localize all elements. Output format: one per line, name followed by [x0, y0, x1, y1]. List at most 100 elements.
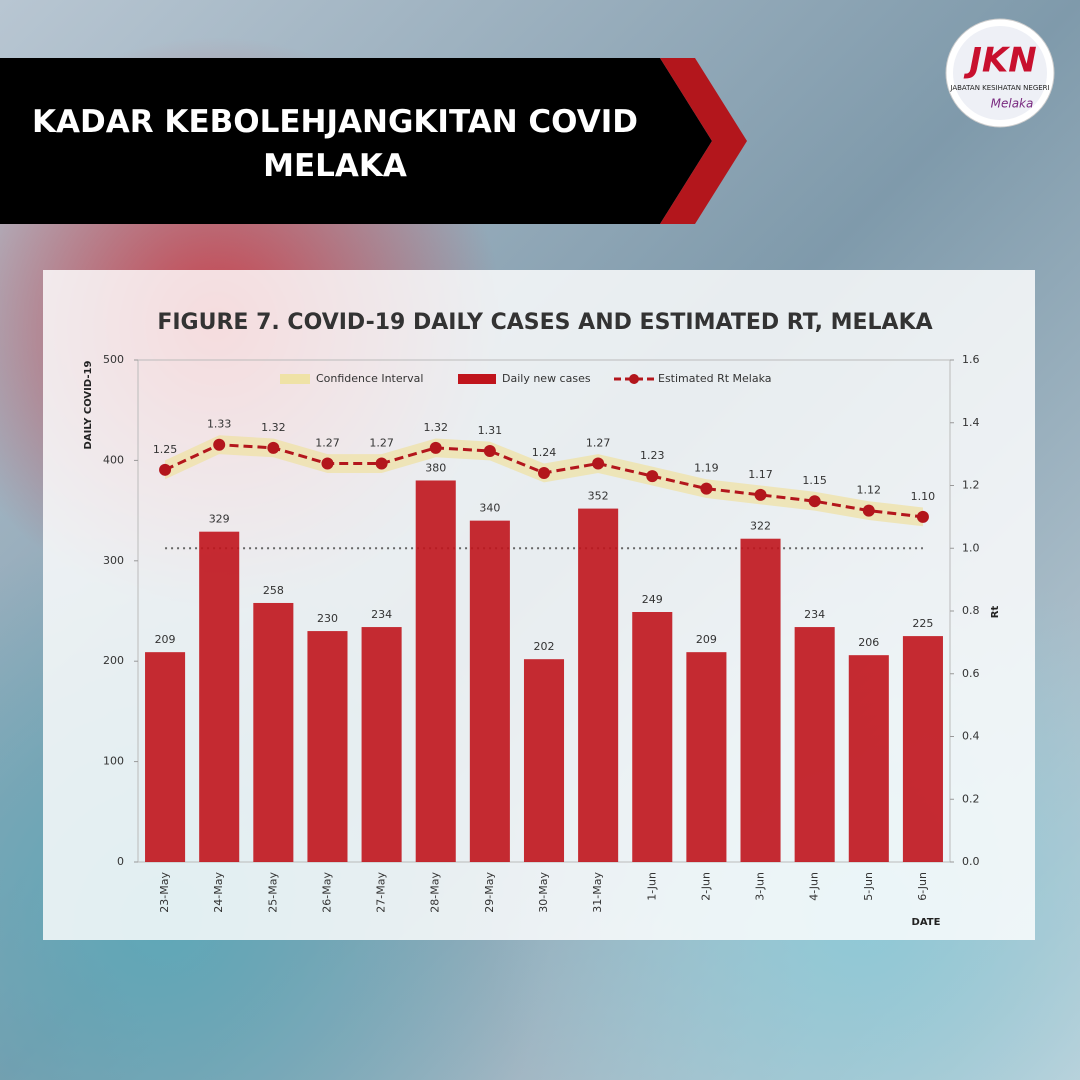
bar: [902, 636, 943, 862]
logo-mark: JKN: [963, 41, 1036, 81]
rt-point: [592, 457, 605, 470]
bar: [415, 480, 456, 862]
bar-value-label: 249: [642, 593, 663, 606]
bar: [632, 612, 673, 862]
chart-title: FIGURE 7. COVID-19 DAILY CASES AND ESTIM…: [157, 310, 932, 335]
rt-point: [538, 466, 550, 479]
confidence-band: [165, 435, 923, 527]
bar-value-label: 329: [209, 513, 230, 526]
legend-label: Daily new cases: [502, 372, 591, 385]
bar-value-label: 230: [317, 612, 338, 625]
rt-point: [159, 463, 172, 476]
rt-value-label: 1.23: [640, 449, 665, 462]
y-tick-label: 400: [103, 453, 124, 466]
header-bar: [0, 58, 712, 224]
legend-label: Estimated Rt Melaka: [658, 372, 772, 385]
x-tick-label: 25-May: [266, 872, 279, 913]
bar-value-label: 352: [588, 490, 609, 503]
rt-value-label: 1.32: [423, 421, 448, 434]
x-tick-label: 2-Jun: [699, 872, 712, 901]
y2-tick-label: 1.6: [962, 353, 980, 366]
x-tick-label: 23-May: [158, 872, 171, 913]
x-tick-label: 29-May: [483, 872, 496, 913]
y2-tick-label: 1.2: [962, 479, 980, 492]
x-axis-label: DATE: [912, 917, 941, 928]
bar: [848, 655, 889, 862]
y-axis-label: DAILY COVID-19: [83, 361, 94, 450]
rt-value-label: 1.19: [694, 462, 719, 475]
legend-swatch: [280, 374, 310, 384]
rt-value-label: 1.31: [478, 424, 503, 437]
rt-point: [916, 510, 929, 523]
bar-value-label: 206: [858, 636, 879, 649]
bar: [145, 652, 186, 862]
y2-tick-label: 1.0: [962, 541, 980, 554]
rt-value-label: 1.24: [532, 446, 557, 459]
y-tick-label: 0: [117, 855, 124, 868]
bar: [740, 538, 781, 862]
rt-value-label: 1.17: [748, 468, 773, 481]
x-tick-label: 26-May: [320, 872, 333, 913]
bar-value-label: 234: [804, 608, 825, 621]
bar: [578, 508, 619, 862]
rt-value-label: 1.15: [802, 474, 827, 487]
rt-value-label: 1.27: [315, 437, 340, 450]
logo-inner: [953, 26, 1047, 120]
y2-tick-label: 0.2: [962, 792, 980, 805]
rt-value-label: 1.10: [911, 490, 936, 503]
x-tick-label: 5-Jun: [862, 872, 875, 901]
y2-tick-label: 0.0: [962, 855, 980, 868]
bar-value-label: 258: [263, 584, 284, 597]
bar: [686, 652, 727, 862]
rt-value-label: 1.27: [586, 437, 611, 450]
rt-point: [321, 457, 334, 470]
rt-point: [375, 457, 388, 470]
bar-value-label: 209: [696, 633, 717, 646]
x-tick-label: 30-May: [537, 872, 550, 913]
y2-tick-label: 0.6: [962, 667, 980, 680]
y2-axis-label: Rt: [990, 606, 1001, 619]
y2-tick-label: 0.8: [962, 604, 980, 617]
bar-value-label: 209: [155, 633, 176, 646]
x-tick-label: 4-Jun: [808, 872, 821, 901]
rt-point: [267, 441, 280, 454]
rt-point: [213, 438, 226, 451]
rt-value-label: 1.25: [153, 443, 178, 456]
y-tick-label: 500: [103, 353, 124, 366]
bar-value-label: 322: [750, 520, 771, 533]
rt-point: [700, 482, 713, 495]
bar: [199, 531, 240, 862]
rt-point: [808, 495, 821, 508]
bar-value-label: 202: [534, 640, 555, 653]
rt-point: [862, 504, 875, 517]
legend-label: Confidence Interval: [316, 372, 423, 385]
x-tick-label: 27-May: [375, 872, 388, 913]
bar: [794, 627, 835, 862]
y2-tick-label: 1.4: [962, 416, 980, 429]
y-tick-label: 300: [103, 554, 124, 567]
y2-tick-label: 0.4: [962, 730, 980, 743]
bar: [253, 602, 294, 862]
y-tick-label: 100: [103, 755, 124, 768]
y-tick-label: 200: [103, 654, 124, 667]
header-title: KADAR KEBOLEHJANGKITAN COVID MELAKA: [32, 104, 638, 184]
bar: [469, 520, 510, 862]
rt-value-label: 1.12: [857, 484, 882, 497]
rt-value-label: 1.32: [261, 421, 286, 434]
bar-value-label: 380: [425, 461, 446, 474]
bar: [361, 627, 402, 862]
rt-point: [646, 470, 659, 483]
x-tick-label: 24-May: [212, 872, 225, 913]
legend-swatch: [458, 374, 496, 384]
rt-point: [754, 488, 767, 501]
x-tick-label: 3-Jun: [754, 872, 767, 901]
x-tick-label: 31-May: [591, 872, 604, 913]
x-tick-label: 1-Jun: [645, 872, 658, 901]
bar: [307, 631, 348, 862]
legend-marker: [629, 374, 639, 384]
rt-value-label: 1.27: [369, 437, 394, 450]
rt-value-label: 1.33: [207, 418, 232, 431]
bar: [523, 659, 565, 862]
